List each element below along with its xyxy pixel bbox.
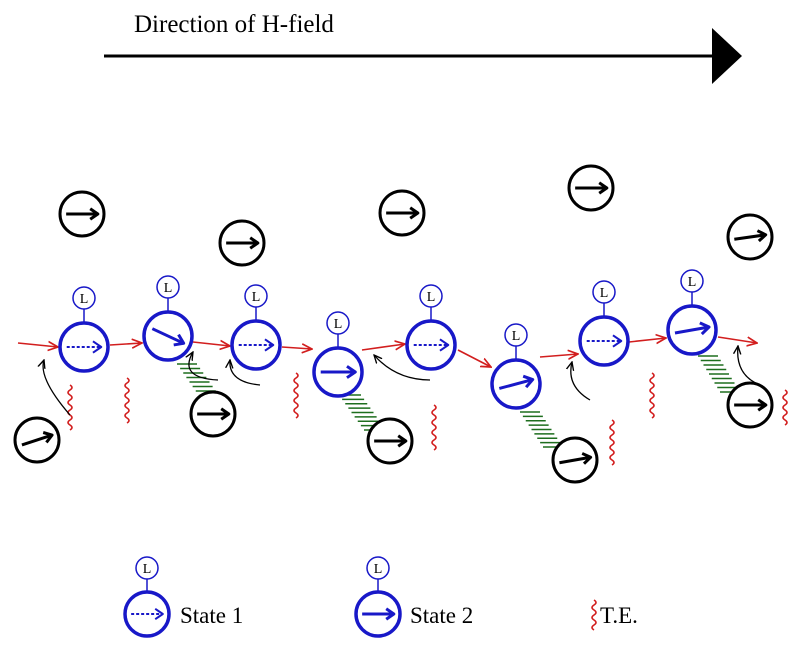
chain-link xyxy=(539,354,578,357)
l-badge: L xyxy=(592,280,616,317)
spin-arrow xyxy=(498,378,534,390)
coupling-hatch xyxy=(520,411,563,448)
thin-arrow xyxy=(43,360,71,416)
l-badge: L xyxy=(504,323,528,360)
te-squiggle xyxy=(782,389,788,426)
l-label: L xyxy=(600,286,609,301)
l-label: L xyxy=(80,292,89,307)
free-spin xyxy=(13,416,61,464)
te-squiggle xyxy=(649,372,655,419)
coupling-hatch xyxy=(698,355,740,393)
l-badge: L xyxy=(72,286,96,323)
thin-arrow xyxy=(571,362,591,401)
free-spin xyxy=(378,189,426,237)
legend-te-label: T.E. xyxy=(600,603,638,628)
te-squiggle xyxy=(431,404,437,451)
thermal-excitations xyxy=(67,355,788,466)
state2-spin xyxy=(490,358,542,410)
free-spin xyxy=(551,436,599,484)
state2-spin xyxy=(666,304,718,356)
spin-arrow xyxy=(674,325,710,335)
chain-link xyxy=(281,347,312,349)
te-squiggle xyxy=(293,372,299,419)
l-label: L xyxy=(374,562,383,577)
chain-link xyxy=(457,349,491,367)
state1-spin xyxy=(230,319,282,371)
legend-state1-label: State 1 xyxy=(180,603,243,628)
free-spin xyxy=(218,219,266,267)
te-squiggle xyxy=(609,419,615,466)
chain-link xyxy=(628,338,666,342)
state2-spin xyxy=(312,346,364,398)
free-spin xyxy=(567,164,615,212)
state1-spin xyxy=(578,315,630,367)
legend-state2-label: State 2 xyxy=(410,603,473,628)
chain-spins: L L L L L L L L xyxy=(58,269,718,410)
l-badge: L xyxy=(244,284,268,321)
l-badge: L xyxy=(135,556,159,593)
state2-spin xyxy=(142,310,194,362)
l-label: L xyxy=(252,290,261,305)
chain-link xyxy=(361,344,405,351)
h-field-title: Direction of H-field xyxy=(134,11,334,38)
chain-link xyxy=(717,336,757,343)
chain-link xyxy=(192,342,230,346)
spin-arrow xyxy=(734,233,766,241)
legend: L L State 1 State 2 T.E. xyxy=(123,556,638,638)
spin-arrow xyxy=(559,455,591,465)
spin-arrow xyxy=(151,327,185,345)
te-squiggle xyxy=(67,384,73,431)
state1-spin xyxy=(405,319,457,371)
free-spin xyxy=(726,213,774,261)
chain-link xyxy=(109,343,142,345)
l-label: L xyxy=(143,562,152,577)
legend-state1-icon xyxy=(123,590,171,638)
chain-connections xyxy=(17,336,757,367)
free-spins xyxy=(13,164,774,484)
h-field-arrow xyxy=(104,28,742,84)
thin-arrow xyxy=(374,355,431,381)
l-badge: L xyxy=(326,311,350,348)
te-squiggle xyxy=(591,599,597,631)
l-label: L xyxy=(334,317,343,332)
free-spin xyxy=(189,390,237,438)
l-label: L xyxy=(164,281,173,296)
l-badge: L xyxy=(156,275,180,312)
thin-arrow xyxy=(738,346,761,386)
thin-arrow xyxy=(230,360,261,386)
thin-arrow xyxy=(189,352,219,381)
te-squiggle xyxy=(124,377,130,424)
l-label: L xyxy=(427,290,436,305)
free-spin xyxy=(58,190,106,238)
l-badge: L xyxy=(419,284,443,321)
l-label: L xyxy=(688,275,697,290)
l-badge: L xyxy=(680,269,704,306)
spin-arrow xyxy=(21,433,53,447)
state1-spin xyxy=(58,321,110,373)
free-spin xyxy=(726,381,774,429)
chain-link xyxy=(17,343,58,347)
l-label: L xyxy=(512,329,521,344)
free-spin xyxy=(366,417,414,465)
l-badge: L xyxy=(366,556,390,593)
legend-state2-icon xyxy=(354,590,402,638)
